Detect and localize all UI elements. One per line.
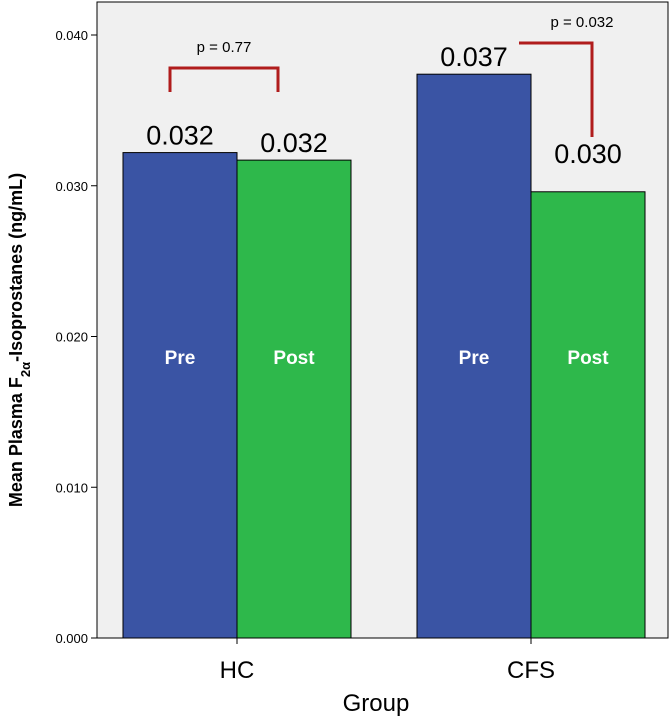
y-tick-label: 0.030 <box>55 179 88 194</box>
significance-bracket <box>519 41 594 137</box>
data-label: 0.030 <box>554 139 622 169</box>
bar-series-label: Pre <box>165 348 196 369</box>
bar-pre-hc <box>122 152 238 639</box>
significance-bracket <box>168 66 280 92</box>
bar-series-label: Post <box>567 348 609 369</box>
bar-series-label: Post <box>273 348 315 369</box>
x-axis-title: Group <box>343 690 410 717</box>
bar-post-cfs <box>530 191 646 639</box>
x-tick-label: CFS <box>507 657 555 684</box>
bar-post-hc <box>236 159 352 639</box>
y-tick-label: 0.000 <box>55 631 88 646</box>
data-label: 0.037 <box>440 42 508 72</box>
bars: Pre 0.032 Pre 0.037 Post 0.032 Post 0.030 <box>122 42 646 639</box>
p-value-label: p = 0.032 <box>551 14 614 31</box>
data-label: 0.032 <box>146 121 214 151</box>
p-value-label: p = 0.77 <box>197 39 252 56</box>
y-axis: 0.000 0.010 0.020 0.030 0.040 <box>55 28 97 646</box>
x-tick-label: HC <box>220 657 255 684</box>
x-axis: HC CFS <box>220 638 555 684</box>
data-label: 0.032 <box>260 128 328 158</box>
y-tick-label: 0.040 <box>55 28 88 43</box>
bar-series-label: Pre <box>459 348 490 369</box>
y-tick-label: 0.010 <box>55 480 88 495</box>
y-axis-title: Mean Plasma F2α-Isoprostanes (ng/mL) <box>6 173 33 507</box>
annotations: p = 0.77 p = 0.032 <box>168 14 614 137</box>
y-tick-label: 0.020 <box>55 330 88 345</box>
